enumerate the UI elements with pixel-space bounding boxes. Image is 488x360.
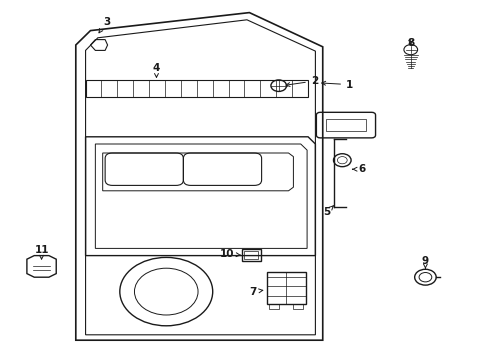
Text: 6: 6: [352, 164, 365, 174]
Bar: [85, 80, 307, 97]
Text: 7: 7: [249, 287, 263, 297]
Bar: [244, 251, 258, 259]
Text: 11: 11: [34, 245, 49, 259]
Text: 8: 8: [407, 38, 413, 48]
Text: 1: 1: [321, 80, 352, 90]
Bar: [269, 304, 279, 309]
Text: 10: 10: [220, 249, 240, 259]
Bar: [242, 249, 260, 261]
Bar: [292, 304, 302, 309]
Text: 2: 2: [285, 76, 317, 86]
Text: 3: 3: [99, 17, 110, 33]
Text: 9: 9: [421, 256, 428, 269]
Text: 4: 4: [152, 63, 160, 77]
Bar: [325, 119, 365, 131]
Text: 5: 5: [323, 206, 333, 217]
Bar: [266, 272, 305, 304]
